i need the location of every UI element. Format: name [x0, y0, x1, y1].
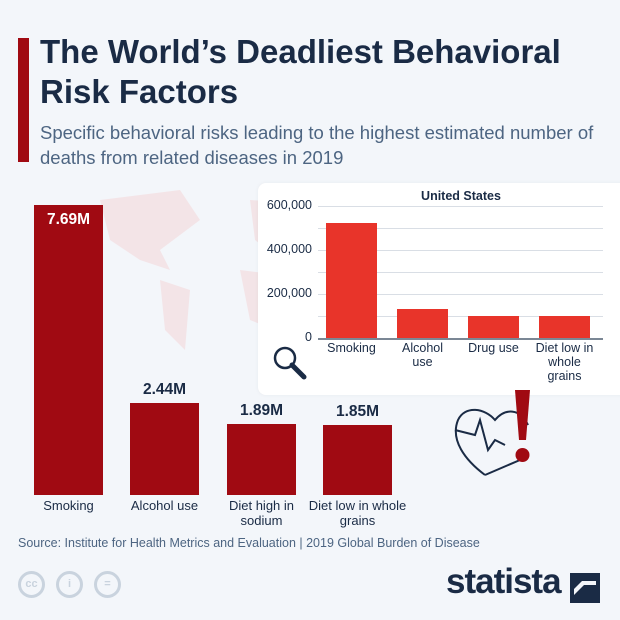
category-label: Smoking	[43, 498, 94, 513]
source-note: Source: Institute for Health Metrics and…	[18, 536, 480, 550]
nd-license-icon[interactable]: =	[94, 571, 121, 598]
y-tick-label: 400,000	[266, 242, 312, 256]
gridline	[318, 206, 603, 207]
title-accent-bar	[18, 38, 29, 162]
category-label: Alcohol use	[130, 498, 199, 513]
inset-title: United States	[421, 189, 501, 203]
page-title: The World’s Deadliest Behavioral Risk Fa…	[40, 33, 561, 110]
us-category-label: Smoking	[327, 341, 376, 355]
y-tick-label: 0	[305, 330, 312, 344]
category-label: Diet low in whole grains	[308, 498, 407, 528]
category-label: Diet high in sodium	[228, 498, 295, 528]
value-label: 1.85M	[335, 403, 380, 421]
gridline	[318, 294, 603, 295]
cc-license-icon[interactable]: cc	[18, 571, 45, 598]
y-tick-label: 600,000	[266, 198, 312, 212]
bar-0	[34, 205, 103, 495]
y-tick-label: 200,000	[266, 286, 312, 300]
us-bar-3	[539, 316, 590, 338]
us-bar-2	[468, 315, 519, 338]
by-license-icon[interactable]: i	[56, 571, 83, 598]
us-category-label: Diet low in whole grains	[535, 341, 594, 383]
gridline	[318, 316, 603, 317]
value-label: 2.44M	[142, 380, 187, 398]
bar-2	[227, 423, 296, 495]
value-label: 7.69M	[46, 211, 91, 228]
us-bar-0	[326, 222, 377, 338]
magnifier-icon	[273, 346, 307, 380]
bar-3	[323, 425, 392, 495]
value-label: 1.89M	[239, 401, 284, 419]
page-subtitle: Specific behavioral risks leading to the…	[40, 122, 594, 168]
bar-1	[130, 402, 199, 495]
heart-exclamation-icon	[454, 390, 530, 476]
us-category-label: Drug use	[468, 341, 519, 355]
gridline	[318, 228, 603, 229]
statista-logo-mark-icon	[570, 573, 600, 603]
gridline	[318, 338, 603, 340]
statista-logo[interactable]: statista	[446, 562, 562, 601]
us-bar-1	[397, 308, 448, 338]
gridline	[318, 272, 603, 273]
us-category-label: Alcohol use	[402, 341, 443, 369]
us-inset-panel: United States 0 200,000 400,000 600,000 Smok…	[258, 183, 620, 395]
gridline	[318, 250, 603, 251]
